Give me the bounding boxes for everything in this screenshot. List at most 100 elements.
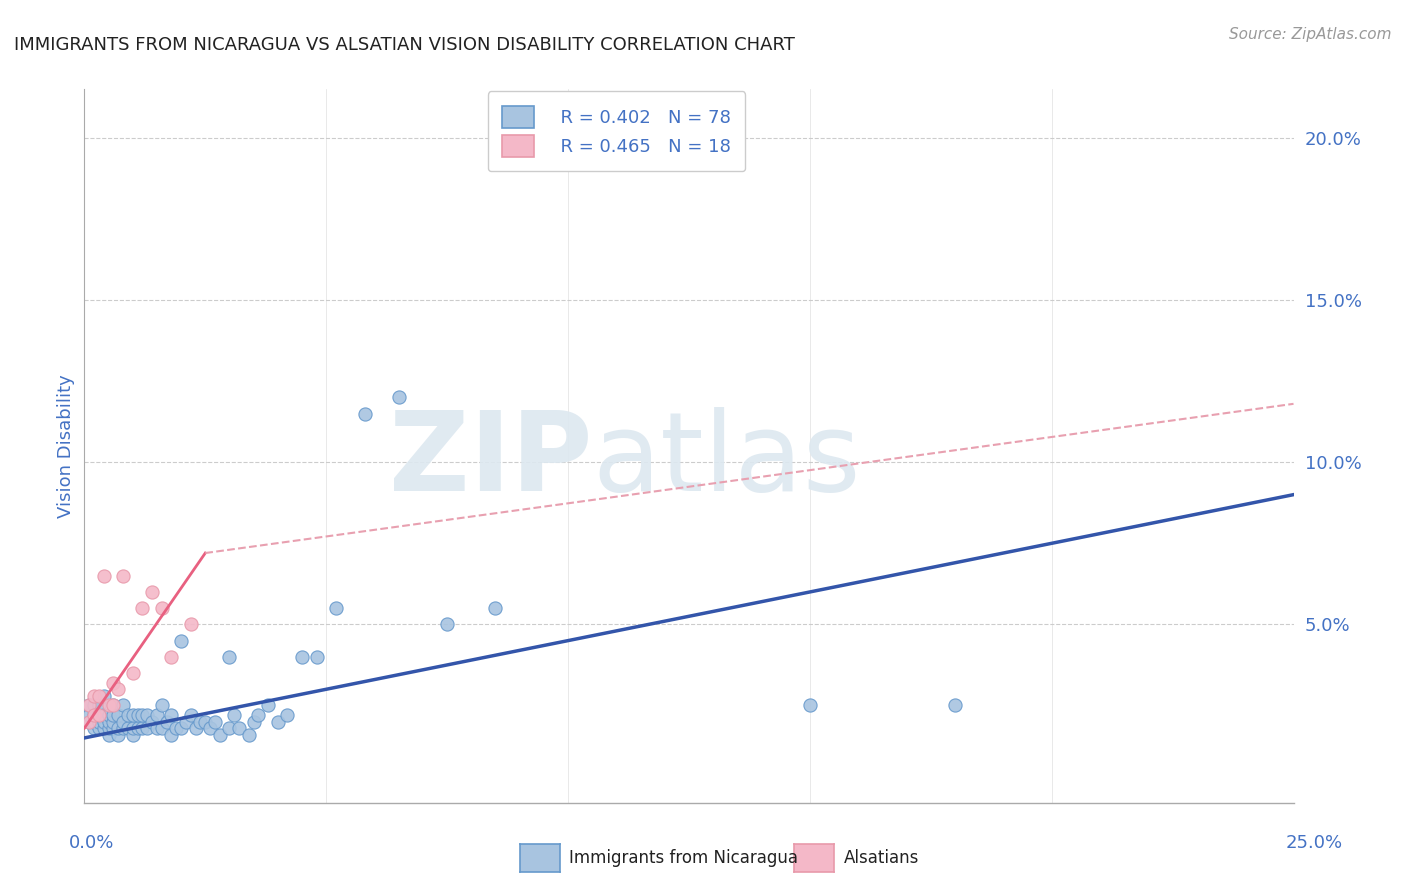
Point — [87, 698, 110, 713]
Point — [204, 714, 226, 729]
Point — [83, 721, 105, 735]
Point — [160, 708, 183, 723]
Point — [305, 649, 328, 664]
Point — [155, 714, 177, 729]
Point — [77, 714, 100, 729]
Text: IMMIGRANTS FROM NICARAGUA VS ALSATIAN VISION DISABILITY CORRELATION CHART: IMMIGRANTS FROM NICARAGUA VS ALSATIAN VI… — [14, 36, 794, 54]
Text: Alsatians: Alsatians — [844, 849, 920, 867]
Point — [257, 698, 280, 713]
Point — [93, 689, 115, 703]
Point — [87, 721, 110, 735]
Text: atlas: atlas — [592, 407, 860, 514]
Point — [238, 728, 260, 742]
Legend:   R = 0.402   N = 78,   R = 0.465   N = 18: R = 0.402 N = 78, R = 0.465 N = 18 — [488, 91, 745, 171]
Point — [354, 407, 377, 421]
Point — [276, 708, 298, 723]
Text: 25.0%: 25.0% — [1286, 834, 1343, 852]
Point — [83, 708, 105, 723]
Point — [160, 649, 183, 664]
Point — [97, 714, 120, 729]
Point — [77, 714, 100, 729]
Point — [93, 708, 115, 723]
Point — [325, 601, 347, 615]
Point — [121, 666, 143, 681]
Point — [180, 708, 202, 723]
Point — [198, 721, 221, 735]
Point — [127, 708, 149, 723]
Point — [103, 721, 125, 735]
Point — [77, 708, 100, 723]
Point — [87, 689, 110, 703]
Point — [121, 728, 143, 742]
Point — [131, 601, 153, 615]
Point — [103, 708, 125, 723]
Point — [180, 617, 202, 632]
Point — [208, 728, 231, 742]
Point — [165, 721, 187, 735]
Point — [77, 698, 100, 713]
Point — [121, 721, 143, 735]
Point — [121, 708, 143, 723]
Point — [103, 698, 125, 713]
Point — [83, 708, 105, 723]
Point — [141, 585, 163, 599]
Point — [146, 708, 169, 723]
Point — [103, 698, 125, 713]
Point — [117, 708, 139, 723]
Point — [184, 721, 207, 735]
Point — [97, 698, 120, 713]
Point — [97, 728, 120, 742]
Point — [291, 649, 314, 664]
Point — [170, 721, 193, 735]
Point — [131, 721, 153, 735]
Point — [112, 568, 135, 582]
Text: Immigrants from Nicaragua: Immigrants from Nicaragua — [569, 849, 799, 867]
Point — [174, 714, 197, 729]
Point — [194, 714, 217, 729]
Y-axis label: Vision Disability: Vision Disability — [56, 374, 75, 518]
Point — [87, 708, 110, 723]
Point — [484, 601, 506, 615]
Point — [97, 708, 120, 723]
Point — [112, 721, 135, 735]
Point — [799, 698, 821, 713]
Point — [218, 649, 240, 664]
Point — [224, 708, 246, 723]
Point — [136, 708, 159, 723]
Point — [87, 714, 110, 729]
Point — [112, 698, 135, 713]
Point — [146, 721, 169, 735]
Point — [267, 714, 290, 729]
Point — [103, 675, 125, 690]
Point — [107, 682, 129, 697]
Point — [83, 689, 105, 703]
Point — [136, 721, 159, 735]
Point — [97, 721, 120, 735]
Point — [107, 728, 129, 742]
Point — [83, 698, 105, 713]
Point — [87, 708, 110, 723]
Point — [228, 721, 250, 735]
Point — [131, 708, 153, 723]
Text: ZIP: ZIP — [389, 407, 592, 514]
Point — [103, 714, 125, 729]
Point — [150, 721, 173, 735]
Point — [93, 721, 115, 735]
Point — [247, 708, 270, 723]
Point — [107, 721, 129, 735]
Point — [160, 728, 183, 742]
Point — [77, 698, 100, 713]
Point — [141, 714, 163, 729]
Point — [150, 601, 173, 615]
Point — [127, 721, 149, 735]
Point — [107, 708, 129, 723]
Point — [242, 714, 264, 729]
Point — [190, 714, 212, 729]
Point — [436, 617, 458, 632]
Point — [93, 568, 115, 582]
Point — [170, 633, 193, 648]
Point — [388, 390, 411, 404]
Point — [93, 714, 115, 729]
Point — [218, 721, 240, 735]
Point — [112, 714, 135, 729]
